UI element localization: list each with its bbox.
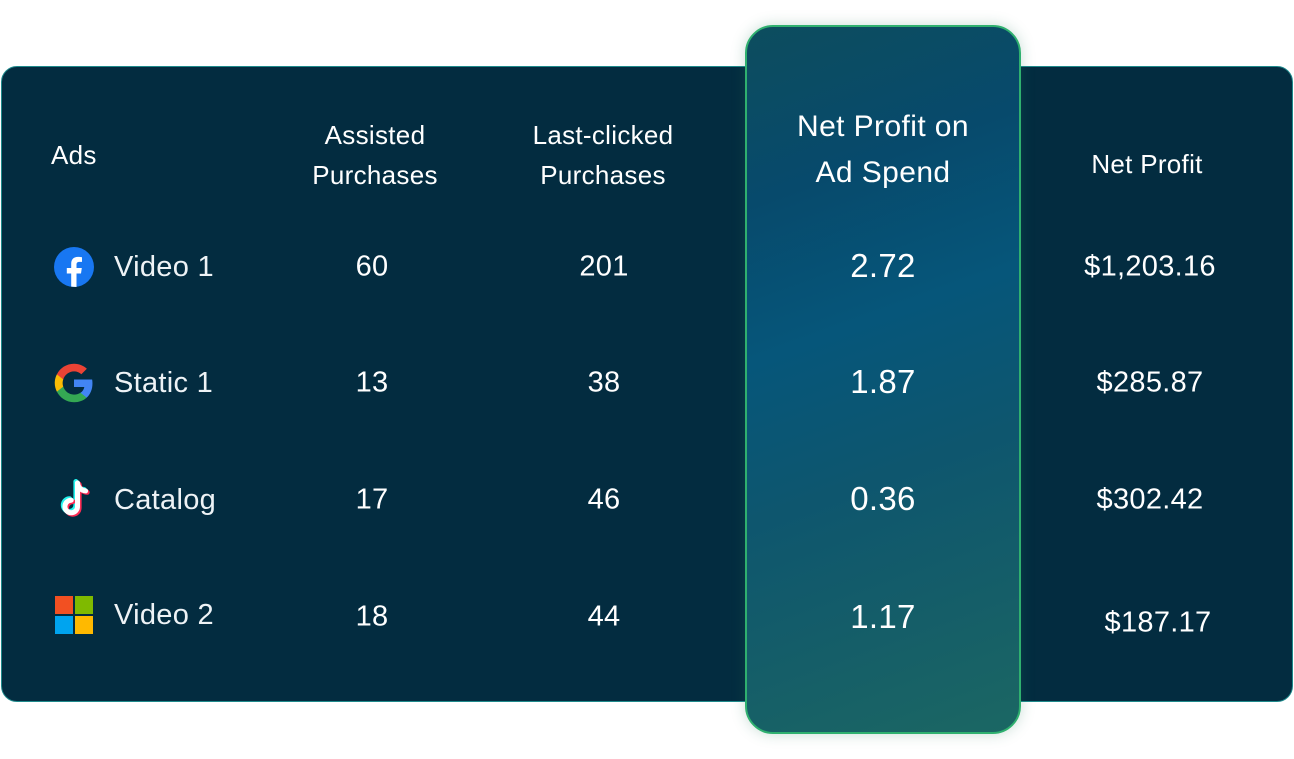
net-profit-value: $285.87 [1096,366,1204,399]
microsoft-icon [53,594,95,636]
net-profit-on-ad-spend-value: 2.72 [850,247,916,284]
ad-name: Catalog [114,483,217,516]
table-row: Catalog [53,478,216,522]
header-last-clicked-purchases: Last-clicked Purchases [533,115,674,195]
header-net-profit: Net Profit [1091,149,1203,179]
net-profit-value: $1,203.16 [1084,250,1216,283]
assisted-purchases-value: 60 [355,250,389,283]
assisted-purchases-value: 13 [355,366,389,399]
net-profit-on-ad-spend-value: 1.17 [850,598,916,635]
ad-name: Video 2 [114,598,214,631]
google-icon [53,362,95,404]
header-ads: Ads [51,140,97,170]
net-profit-value: $302.42 [1096,483,1204,516]
facebook-icon [53,246,95,288]
header-npoas-line2: Ad Spend [815,156,951,189]
assisted-purchases-value: 17 [355,483,389,516]
last-clicked-purchases-value: 44 [587,600,621,633]
header-assisted-purchases: Assisted Purchases [312,115,438,195]
net-profit-value: $187.17 [1104,606,1212,639]
net-profit-on-ad-spend-value: 0.36 [850,480,916,517]
header-npoas-line1: Net Profit on [797,110,969,143]
header-assisted-line1: Assisted [324,120,426,150]
ads-table-card [1,66,1293,702]
table-row: Static 1 [53,361,213,405]
ad-name: Video 1 [114,250,214,283]
table-row: Video 2 [53,593,214,637]
header-assisted-line2: Purchases [312,160,438,190]
net-profit-on-ad-spend-value: 1.87 [850,363,916,400]
last-clicked-purchases-value: 38 [587,366,621,399]
header-last-clicked-line1: Last-clicked [532,120,674,150]
header-net-profit-on-ad-spend: Net Profit on Ad Spend [797,104,969,196]
highlighted-column [745,25,1021,734]
ad-name: Static 1 [114,366,214,399]
tiktok-icon [53,479,95,521]
assisted-purchases-value: 18 [355,600,389,633]
header-last-clicked-line2: Purchases [540,160,666,190]
table-row: Video 1 [53,245,214,289]
last-clicked-purchases-value: 46 [587,483,621,516]
last-clicked-purchases-value: 201 [579,250,629,283]
